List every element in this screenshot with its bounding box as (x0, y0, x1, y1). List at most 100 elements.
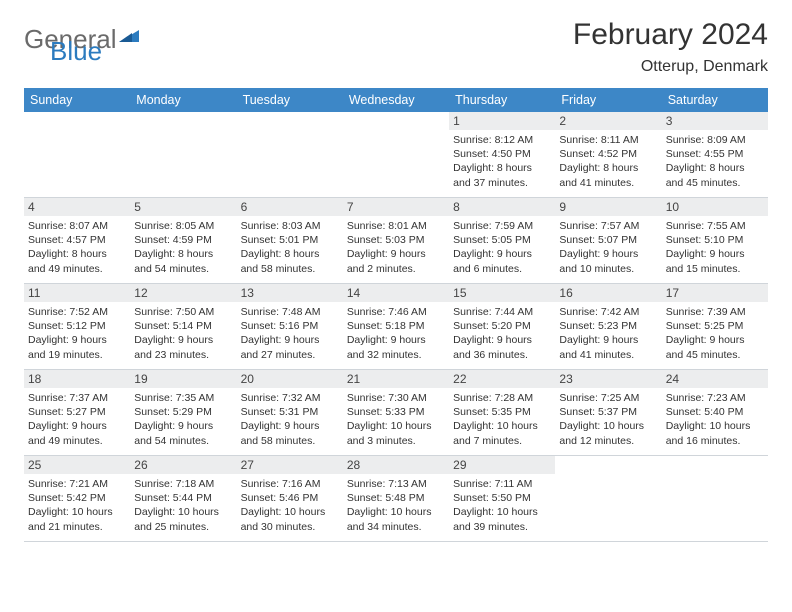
weekday-header-cell: Tuesday (237, 88, 343, 112)
calendar-cell: 5Sunrise: 8:05 AMSunset: 4:59 PMDaylight… (130, 198, 236, 284)
daylight-line: Daylight: 9 hours and 58 minutes. (241, 419, 339, 447)
sunrise-line: Sunrise: 7:16 AM (241, 477, 339, 491)
sunset-line: Sunset: 5:40 PM (666, 405, 764, 419)
sunset-line: Sunset: 5:12 PM (28, 319, 126, 333)
sunrise-line: Sunrise: 7:28 AM (453, 391, 551, 405)
sunset-line: Sunset: 5:37 PM (559, 405, 657, 419)
day-number: 23 (555, 370, 661, 388)
calendar-cell: 10Sunrise: 7:55 AMSunset: 5:10 PMDayligh… (662, 198, 768, 284)
calendar-cell: 22Sunrise: 7:28 AMSunset: 5:35 PMDayligh… (449, 370, 555, 456)
calendar-cell: 27 Sunrise: 7:16 AMSunset: 5:46 PMDayligh… (237, 456, 343, 542)
sunset-line: Sunset: 5:46 PM (241, 491, 339, 505)
calendar-cell: 8Sunrise: 7:59 AMSunset: 5:05 PMDaylight… (449, 198, 555, 284)
calendar-cell: 26Sunrise: 7:18 AMSunset: 5:44 PMDayligh… (130, 456, 236, 542)
daylight-line: Daylight: 9 hours and 41 minutes. (559, 333, 657, 361)
calendar-cell (24, 112, 130, 198)
calendar-cell: 28Sunrise: 7:13 AMSunset: 5:48 PMDayligh… (343, 456, 449, 542)
sunrise-line: Sunrise: 7:37 AM (28, 391, 126, 405)
daylight-line: Daylight: 9 hours and 27 minutes. (241, 333, 339, 361)
calendar-cell: 21Sunrise: 7:30 AMSunset: 5:33 PMDayligh… (343, 370, 449, 456)
sunset-line: Sunset: 5:50 PM (453, 491, 551, 505)
day-number: 21 (343, 370, 449, 388)
sunrise-line: Sunrise: 7:52 AM (28, 305, 126, 319)
sunrise-line: Sunrise: 7:35 AM (134, 391, 232, 405)
daylight-line: Daylight: 8 hours and 41 minutes. (559, 161, 657, 189)
calendar-cell: 19Sunrise: 7:35 AMSunset: 5:29 PMDayligh… (130, 370, 236, 456)
day-number: 8 (449, 198, 555, 216)
sunrise-line: Sunrise: 8:05 AM (134, 219, 232, 233)
day-number: 3 (662, 112, 768, 130)
day-number: 14 (343, 284, 449, 302)
day-number: 20 (237, 370, 343, 388)
day-number: 19 (130, 370, 236, 388)
day-number: 27 (237, 456, 343, 474)
sunrise-line: Sunrise: 7:48 AM (241, 305, 339, 319)
sunset-line: Sunset: 5:23 PM (559, 319, 657, 333)
weekday-header-cell: Wednesday (343, 88, 449, 112)
sunrise-line: Sunrise: 7:25 AM (559, 391, 657, 405)
sunset-line: Sunset: 5:18 PM (347, 319, 445, 333)
sunset-line: Sunset: 5:25 PM (666, 319, 764, 333)
day-number: 29 (449, 456, 555, 474)
day-number: 26 (130, 456, 236, 474)
daylight-line: Daylight: 8 hours and 54 minutes. (134, 247, 232, 275)
calendar-cell: 2Sunrise: 8:11 AMSunset: 4:52 PMDaylight… (555, 112, 661, 198)
day-number: 18 (24, 370, 130, 388)
calendar-cell: 11Sunrise: 7:52 AMSunset: 5:12 PMDayligh… (24, 284, 130, 370)
day-number: 12 (130, 284, 236, 302)
day-number: 13 (237, 284, 343, 302)
sunset-line: Sunset: 4:59 PM (134, 233, 232, 247)
sunset-line: Sunset: 4:57 PM (28, 233, 126, 247)
day-number: 11 (24, 284, 130, 302)
calendar-cell: 17Sunrise: 7:39 AMSunset: 5:25 PMDayligh… (662, 284, 768, 370)
day-number: 17 (662, 284, 768, 302)
sunset-line: Sunset: 5:16 PM (241, 319, 339, 333)
weekday-header-cell: Thursday (449, 88, 555, 112)
sunrise-line: Sunrise: 8:07 AM (28, 219, 126, 233)
daylight-line: Daylight: 10 hours and 34 minutes. (347, 505, 445, 533)
weekday-header-cell: Friday (555, 88, 661, 112)
logo-triangle-icon (119, 29, 139, 46)
daylight-line: Daylight: 9 hours and 6 minutes. (453, 247, 551, 275)
weekday-header-cell: Sunday (24, 88, 130, 112)
location-label: Otterup, Denmark (573, 58, 768, 76)
sunset-line: Sunset: 5:10 PM (666, 233, 764, 247)
sunset-line: Sunset: 5:35 PM (453, 405, 551, 419)
day-number: 10 (662, 198, 768, 216)
calendar-cell: 3Sunrise: 8:09 AMSunset: 4:55 PMDaylight… (662, 112, 768, 198)
calendar-cell: 23Sunrise: 7:25 AMSunset: 5:37 PMDayligh… (555, 370, 661, 456)
day-number: 16 (555, 284, 661, 302)
calendar-cell (662, 456, 768, 542)
sunrise-line: Sunrise: 8:03 AM (241, 219, 339, 233)
sunset-line: Sunset: 5:03 PM (347, 233, 445, 247)
daylight-line: Daylight: 10 hours and 16 minutes. (666, 419, 764, 447)
calendar-page: GeneralBlue February 2024 Otterup, Denma… (0, 0, 792, 560)
daylight-line: Daylight: 9 hours and 36 minutes. (453, 333, 551, 361)
daylight-line: Daylight: 10 hours and 30 minutes. (241, 505, 339, 533)
calendar-cell: 20 Sunrise: 7:32 AMSunset: 5:31 PMDayligh… (237, 370, 343, 456)
sunrise-line: Sunrise: 7:46 AM (347, 305, 445, 319)
sunset-line: Sunset: 5:05 PM (453, 233, 551, 247)
daylight-line: Daylight: 8 hours and 58 minutes. (241, 247, 339, 275)
sunrise-line: Sunrise: 8:01 AM (347, 219, 445, 233)
sunrise-line: Sunrise: 7:18 AM (134, 477, 232, 491)
sunset-line: Sunset: 5:48 PM (347, 491, 445, 505)
daylight-line: Daylight: 9 hours and 45 minutes. (666, 333, 764, 361)
logo-word-2: Blue (50, 36, 102, 66)
sunrise-line: Sunrise: 7:32 AM (241, 391, 339, 405)
calendar-cell: 4Sunrise: 8:07 AMSunset: 4:57 PMDaylight… (24, 198, 130, 284)
daylight-line: Daylight: 10 hours and 39 minutes. (453, 505, 551, 533)
title-block: February 2024 Otterup, Denmark (573, 18, 768, 76)
daylight-line: Daylight: 10 hours and 21 minutes. (28, 505, 126, 533)
day-number: 7 (343, 198, 449, 216)
day-number: 6 (237, 198, 343, 216)
sunset-line: Sunset: 4:50 PM (453, 147, 551, 161)
calendar-cell: 13 Sunrise: 7:48 AMSunset: 5:16 PMDayligh… (237, 284, 343, 370)
sunset-line: Sunset: 5:31 PM (241, 405, 339, 419)
calendar-cell: 1Sunrise: 8:12 AMSunset: 4:50 PMDaylight… (449, 112, 555, 198)
calendar-grid: SundayMondayTuesdayWednesdayThursdayFrid… (24, 88, 768, 542)
calendar-cell: 15Sunrise: 7:44 AMSunset: 5:20 PMDayligh… (449, 284, 555, 370)
day-number: 15 (449, 284, 555, 302)
sunrise-line: Sunrise: 7:11 AM (453, 477, 551, 491)
daylight-line: Daylight: 9 hours and 2 minutes. (347, 247, 445, 275)
